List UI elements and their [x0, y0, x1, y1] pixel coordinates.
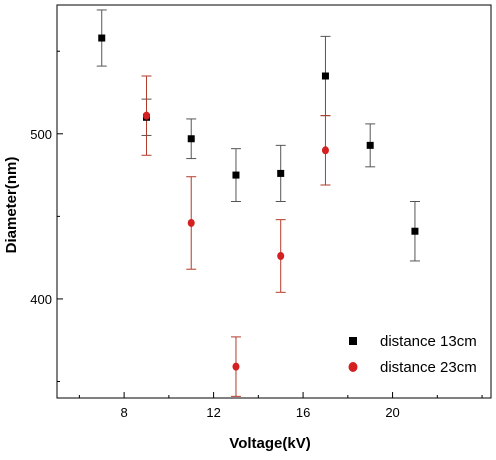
x-axis-ticks: 8 12 16 20 [78, 392, 483, 420]
data-point-square [321, 72, 329, 80]
legend-entry-label: distance 13cm [380, 333, 477, 350]
x-tick-label: 20 [385, 405, 399, 420]
data-point-square [277, 169, 285, 177]
y-axis-ticks: 400 500 [30, 50, 63, 382]
data-point-square [232, 171, 240, 179]
legend: distance 13cm distance 23cm [348, 333, 477, 376]
data-point-circle [187, 218, 195, 227]
data-point-circle [232, 362, 240, 371]
data-point-square [411, 227, 419, 235]
legend-marker-square [349, 337, 357, 345]
data-point-circle [321, 146, 329, 155]
y-tick-label: 400 [30, 292, 52, 307]
legend-entry-label: distance 23cm [380, 359, 477, 376]
data-point-circle [277, 251, 285, 260]
legend-marker-circle [348, 362, 358, 372]
data-point-square [98, 34, 106, 42]
x-tick-label: 12 [206, 405, 220, 420]
x-axis-label: Voltage(kV) [229, 435, 310, 452]
data-point-square [366, 141, 374, 149]
data-markers [98, 34, 419, 371]
plot-frame [56, 4, 492, 399]
x-tick-label: 8 [120, 405, 127, 420]
data-point-circle [142, 111, 150, 120]
x-tick-label: 16 [296, 405, 310, 420]
data-point-square [187, 135, 195, 143]
y-axis-label: Diameter(nm) [3, 157, 20, 254]
y-tick-label: 500 [30, 127, 52, 142]
error-bars [96, 9, 420, 397]
